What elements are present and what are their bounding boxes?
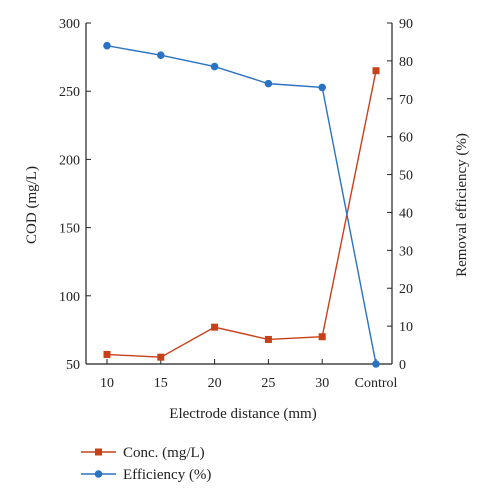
- y-left-tick-label: 250: [59, 85, 80, 100]
- x-tick-label: 30: [315, 376, 329, 391]
- y-right-tick-label: 80: [399, 55, 413, 70]
- series-1-point: [372, 67, 380, 75]
- series-2-point: [264, 79, 273, 88]
- y-right-tick-label: 70: [399, 93, 413, 108]
- series-2-point: [318, 83, 327, 92]
- x-tick-label: 20: [208, 376, 222, 391]
- x-tick-label: 15: [154, 376, 168, 391]
- y-left-tick-label: 150: [59, 222, 80, 237]
- series-1-point: [157, 353, 165, 361]
- y-axis-left-label: COD (mg/L): [24, 166, 40, 244]
- y-axis-right-label: Removal efficiency (%): [454, 133, 470, 277]
- y-left-tick-label: 100: [59, 290, 80, 305]
- legend: Conc. (mg/L) Efficiency (%): [81, 445, 211, 483]
- y-right-tick-label: 20: [399, 282, 413, 297]
- y-right-tick-label: 30: [399, 244, 413, 259]
- series-1-line: [106, 70, 377, 358]
- y-right-tick-label: 10: [399, 320, 413, 335]
- series-2-point: [157, 51, 165, 60]
- y-left-tick-label: 300: [59, 17, 80, 32]
- y-right-tick-label: 90: [399, 17, 413, 32]
- x-tick-label: Control: [355, 376, 398, 391]
- y-left-tick-label: 50: [66, 358, 80, 373]
- series-2-point: [372, 360, 380, 368]
- series-1-point: [103, 350, 111, 358]
- series-2-line: [106, 45, 377, 365]
- y-left-tick-label: 200: [59, 153, 80, 168]
- y-right-tick-label: 40: [399, 206, 413, 221]
- series-1-point: [318, 333, 326, 341]
- legend-item-2-label: Efficiency (%): [123, 467, 211, 483]
- y-right-tick-label: 50: [399, 169, 413, 184]
- x-axis-label: Electrode distance (mm): [169, 406, 316, 422]
- series-2-point: [210, 62, 219, 71]
- x-tick-label: 10: [100, 376, 114, 391]
- series-1-point: [264, 335, 272, 343]
- y-right-tick-label: 60: [399, 131, 413, 146]
- y-right-tick-label: 0: [399, 358, 406, 373]
- series-1-point: [211, 323, 219, 331]
- series-layer: [103, 41, 380, 368]
- legend-item-1-marker: [95, 448, 102, 456]
- series-2-point: [103, 41, 111, 50]
- legend-item-2-marker: [94, 470, 103, 478]
- legend-item-1-label: Conc. (mg/L): [123, 445, 205, 461]
- x-tick-label: 25: [261, 376, 275, 391]
- axes: [85, 23, 393, 365]
- ticks: 50 100 150 200 250 300 0 10 20 30 40 50 60 70 80 90 10 15…: [59, 17, 413, 391]
